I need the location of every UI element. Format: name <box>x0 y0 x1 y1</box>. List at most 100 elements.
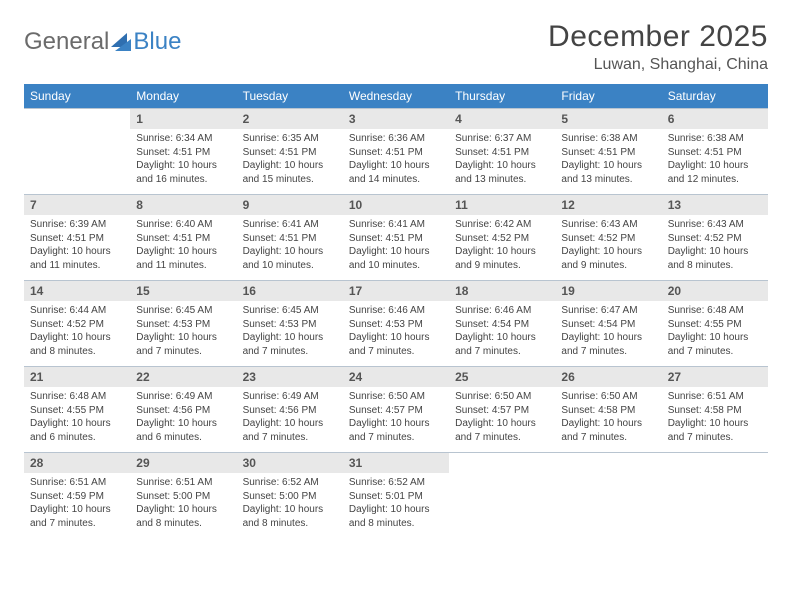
calendar-day-cell: 5Sunrise: 6:38 AMSunset: 4:51 PMDaylight… <box>555 109 661 195</box>
sunrise-text: Sunrise: 6:39 AM <box>30 218 124 232</box>
daylight-text: Daylight: 10 hours and 8 minutes. <box>349 503 443 530</box>
sunset-text: Sunset: 4:57 PM <box>349 404 443 418</box>
calendar-day-cell: 1Sunrise: 6:34 AMSunset: 4:51 PMDaylight… <box>130 109 236 195</box>
sunset-text: Sunset: 4:51 PM <box>561 146 655 160</box>
day-body: Sunrise: 6:36 AMSunset: 4:51 PMDaylight:… <box>343 129 449 194</box>
calendar-day-cell: 7Sunrise: 6:39 AMSunset: 4:51 PMDaylight… <box>24 195 130 281</box>
calendar-day-cell: 28Sunrise: 6:51 AMSunset: 4:59 PMDayligh… <box>24 453 130 539</box>
sunset-text: Sunset: 5:01 PM <box>349 490 443 504</box>
weekday-header: Monday <box>130 84 236 109</box>
day-body: Sunrise: 6:52 AMSunset: 5:00 PMDaylight:… <box>237 473 343 538</box>
calendar-day-cell: 8Sunrise: 6:40 AMSunset: 4:51 PMDaylight… <box>130 195 236 281</box>
day-number: 29 <box>130 453 236 473</box>
day-number: 24 <box>343 367 449 387</box>
daylight-text: Daylight: 10 hours and 13 minutes. <box>561 159 655 186</box>
calendar-day-cell: 15Sunrise: 6:45 AMSunset: 4:53 PMDayligh… <box>130 281 236 367</box>
day-number <box>24 109 130 129</box>
daylight-text: Daylight: 10 hours and 14 minutes. <box>349 159 443 186</box>
calendar-day-cell: 22Sunrise: 6:49 AMSunset: 4:56 PMDayligh… <box>130 367 236 453</box>
title-block: December 2025 Luwan, Shanghai, China <box>548 20 768 74</box>
daylight-text: Daylight: 10 hours and 7 minutes. <box>455 417 549 444</box>
day-body: Sunrise: 6:51 AMSunset: 4:58 PMDaylight:… <box>662 387 768 452</box>
calendar-week-row: 21 Sunrise: 6:48 AMSunset: 4:55 PM Dayligh… <box>24 367 768 453</box>
sunrise-text: Sunrise: 6:52 AM <box>243 476 337 490</box>
calendar-day-cell: 30Sunrise: 6:52 AMSunset: 5:00 PMDayligh… <box>237 453 343 539</box>
sunrise-text: Sunrise: 6:41 AM <box>349 218 443 232</box>
sunrise-text: Sunrise: 6:40 AM <box>136 218 230 232</box>
daylight-text: Daylight: 10 hours and 8 minutes. <box>243 503 337 530</box>
day-body: Sunrise: 6:50 AMSunset: 4:58 PMDaylight:… <box>555 387 661 452</box>
calendar-day-cell <box>555 453 661 539</box>
calendar-day-cell: 17Sunrise: 6:46 AMSunset: 4:53 PMDayligh… <box>343 281 449 367</box>
sunrise-text: Sunrise: 6:50 AM <box>455 390 549 404</box>
calendar-day-cell: 27Sunrise: 6:51 AMSunset: 4:58 PMDayligh… <box>662 367 768 453</box>
calendar-day-cell: 31Sunrise: 6:52 AMSunset: 5:01 PMDayligh… <box>343 453 449 539</box>
daylight-text: Daylight: 10 hours and 9 minutes. <box>561 245 655 272</box>
daylight-text: Daylight: 10 hours and 12 minutes. <box>668 159 762 186</box>
daylight-text: Daylight: 10 hours and 11 minutes. <box>30 245 124 272</box>
day-number: 1 <box>130 109 236 129</box>
month-title: December 2025 <box>548 20 768 54</box>
daylight-text: Daylight: 10 hours and 13 minutes. <box>455 159 549 186</box>
sunset-text: Sunset: 4:54 PM <box>561 318 655 332</box>
daylight-text: Daylight: 10 hours and 10 minutes. <box>349 245 443 272</box>
sunrise-text: Sunrise: 6:46 AM <box>455 304 549 318</box>
day-body <box>555 473 661 535</box>
day-body: Sunrise: 6:45 AMSunset: 4:53 PMDaylight:… <box>237 301 343 366</box>
daylight-text: Daylight: 10 hours and 7 minutes. <box>561 331 655 358</box>
sunrise-text: Sunrise: 6:52 AM <box>349 476 443 490</box>
calendar-body: 1Sunrise: 6:34 AMSunset: 4:51 PMDaylight… <box>24 109 768 539</box>
brand-name-part2: Blue <box>133 28 181 56</box>
sunset-text: Sunset: 4:51 PM <box>668 146 762 160</box>
sunrise-text: Sunrise: 6:44 AM <box>30 304 124 318</box>
day-body <box>24 129 130 191</box>
sunset-text: Sunset: 5:00 PM <box>136 490 230 504</box>
sunset-text: Sunset: 4:56 PM <box>243 404 337 418</box>
day-body <box>449 473 555 535</box>
day-number <box>662 453 768 473</box>
sunset-text: Sunset: 4:52 PM <box>668 232 762 246</box>
calendar-day-cell: 19Sunrise: 6:47 AMSunset: 4:54 PMDayligh… <box>555 281 661 367</box>
day-number: 6 <box>662 109 768 129</box>
daylight-text: Daylight: 10 hours and 16 minutes. <box>136 159 230 186</box>
day-body: Sunrise: 6:47 AMSunset: 4:54 PMDaylight:… <box>555 301 661 366</box>
sunrise-text: Sunrise: 6:41 AM <box>243 218 337 232</box>
calendar-day-cell: 10Sunrise: 6:41 AMSunset: 4:51 PMDayligh… <box>343 195 449 281</box>
daylight-text: Daylight: 10 hours and 8 minutes. <box>30 331 124 358</box>
day-number: 16 <box>237 281 343 301</box>
day-number: 4 <box>449 109 555 129</box>
calendar-week-row: 28Sunrise: 6:51 AMSunset: 4:59 PMDayligh… <box>24 453 768 539</box>
day-body: Sunrise: 6:41 AMSunset: 4:51 PMDaylight:… <box>343 215 449 280</box>
sunset-text: Sunset: 4:55 PM <box>30 404 124 418</box>
calendar-day-cell: 23Sunrise: 6:49 AMSunset: 4:56 PMDayligh… <box>237 367 343 453</box>
sunset-text: Sunset: 4:51 PM <box>30 232 124 246</box>
sunset-text: Sunset: 4:58 PM <box>561 404 655 418</box>
sunrise-text: Sunrise: 6:49 AM <box>136 390 230 404</box>
day-number: 21 <box>24 367 130 387</box>
sunset-text: Sunset: 4:51 PM <box>349 232 443 246</box>
daylight-text: Daylight: 10 hours and 9 minutes. <box>455 245 549 272</box>
daylight-text: Daylight: 10 hours and 7 minutes. <box>243 331 337 358</box>
daylight-text: Daylight: 10 hours and 7 minutes. <box>668 331 762 358</box>
calendar-day-cell: 18Sunrise: 6:46 AMSunset: 4:54 PMDayligh… <box>449 281 555 367</box>
day-body: Sunrise: 6:49 AMSunset: 4:56 PMDaylight:… <box>130 387 236 452</box>
sunset-text: Sunset: 5:00 PM <box>243 490 337 504</box>
sunrise-text: Sunrise: 6:38 AM <box>668 132 762 146</box>
daylight-text: Daylight: 10 hours and 8 minutes. <box>136 503 230 530</box>
weekday-header: Tuesday <box>237 84 343 109</box>
calendar-day-cell: 14Sunrise: 6:44 AMSunset: 4:52 PMDayligh… <box>24 281 130 367</box>
daylight-text: Daylight: 10 hours and 7 minutes. <box>243 417 337 444</box>
sunrise-text: Sunrise: 6:50 AM <box>561 390 655 404</box>
daylight-text: Daylight: 10 hours and 10 minutes. <box>243 245 337 272</box>
day-number: 28 <box>24 453 130 473</box>
sunrise-text: Sunrise: 6:48 AM <box>30 390 124 404</box>
calendar-week-row: 1Sunrise: 6:34 AMSunset: 4:51 PMDaylight… <box>24 109 768 195</box>
day-body: Sunrise: 6:51 AMSunset: 5:00 PMDaylight:… <box>130 473 236 538</box>
day-body: Sunrise: 6:46 AMSunset: 4:54 PMDaylight:… <box>449 301 555 366</box>
daylight-text: Daylight: 10 hours and 8 minutes. <box>668 245 762 272</box>
day-body: Sunrise: 6:43 AMSunset: 4:52 PMDaylight:… <box>555 215 661 280</box>
day-body: Sunrise: 6:37 AMSunset: 4:51 PMDaylight:… <box>449 129 555 194</box>
day-body: Sunrise: 6:45 AMSunset: 4:53 PMDaylight:… <box>130 301 236 366</box>
sunrise-text: Sunrise: 6:51 AM <box>30 476 124 490</box>
day-body: Sunrise: 6:38 AMSunset: 4:51 PMDaylight:… <box>662 129 768 194</box>
